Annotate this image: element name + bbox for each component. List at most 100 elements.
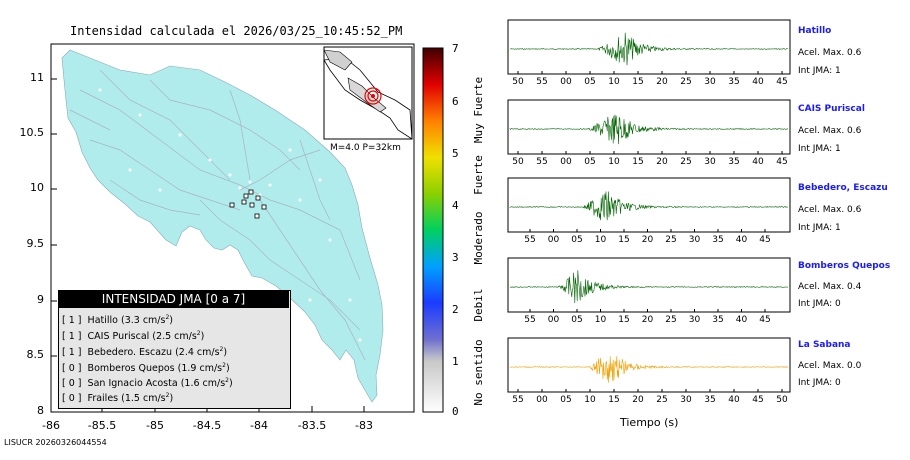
time-tick-label: 10 [594,235,607,245]
time-tick-label: 35 [728,157,740,167]
x-tick: -83 [355,419,373,432]
station-int: Int JMA: 0 [798,299,841,309]
time-tick-label: 00 [547,235,560,245]
time-tick-label: 50 [512,157,524,167]
time-tick-label: 30 [688,235,701,245]
time-tick-label: 35 [712,235,724,245]
x-tick: -84 [250,419,268,432]
station-name: CAIS Puriscal [798,104,865,114]
x-tick: -85.5 [87,419,117,432]
time-tick-label: 35 [728,77,740,87]
time-tick-label: 20 [632,395,644,405]
time-tick-label: 05 [584,77,596,87]
time-tick-label: 55 [536,77,548,87]
y-tick: 8 [37,404,44,417]
costa-rica-shape [61,49,384,403]
time-tick-label: 05 [571,235,583,245]
intensity-legend [58,290,291,409]
time-tick-label: 00 [560,157,572,167]
time-tick-label: 30 [688,315,701,325]
y-tick: 10 [30,181,44,194]
station-name: Bebedero, Escazu [798,183,888,193]
time-tick-label: 00 [547,315,560,325]
time-tick-label: 35 [712,315,724,325]
time-tick-label: 30 [704,77,716,87]
time-tick-label: 20 [656,157,668,167]
page-title: Intensidad calculada el 2026/03/25_10:45… [70,24,403,38]
seismogram-trace [509,356,789,383]
time-tick-label: 20 [641,315,654,325]
station-acel: Acel. Max. 0.4 [798,282,862,292]
station-name: La Sabana [798,340,851,350]
colorbar [422,47,444,413]
x-tick: -83.5 [297,419,327,432]
legend-item: [ 0 ] San Ignacio Acosta (1.6 cm/s2) [62,377,233,390]
x-tick: -86 [42,419,60,432]
colorbar-tick: 3 [452,251,459,264]
time-tick-label: 15 [618,315,630,325]
time-tick-label: 20 [641,235,654,245]
time-tick-label: 25 [665,315,677,325]
seismogram-trace [509,114,789,145]
legend-item: [ 0 ] Frailes (1.5 cm/s2) [62,392,174,405]
station-markers [229,189,267,219]
station-int: Int JMA: 1 [798,223,841,233]
legend-item: [ 1 ] Hatillo (3.3 cm/s2) [62,314,173,327]
station-int: Int JMA: 0 [798,378,841,388]
colorbar-category: Debil [472,288,485,322]
time-tick-label: 10 [594,315,607,325]
seismogram-trace [510,32,788,66]
time-tick-label: 00 [536,395,548,405]
road-network [69,69,366,361]
time-tick-label: 10 [608,77,620,87]
y-tick: 8.5 [26,348,45,361]
y-tick: 9 [37,293,44,306]
time-tick-label: 15 [632,77,644,87]
time-tick-label: 40 [752,157,764,167]
time-tick-label: 55 [524,235,536,245]
time-tick-label: 45 [752,395,764,405]
time-tick-label: 15 [632,157,644,167]
y-tick: 10.5 [19,126,45,139]
colorbar-category: No sentido [472,339,485,406]
time-tick-label: 40 [735,315,748,325]
towns [98,88,362,342]
time-tick-label: 50 [512,77,524,87]
time-axis-label: Tiempo (s) [620,416,679,429]
inset-label: M=4.0 P=32km [330,143,401,153]
time-tick-label: 45 [776,77,788,87]
time-tick-label: 45 [759,315,771,325]
colorbar-tick: 2 [452,303,459,316]
x-tick: -85 [146,419,164,432]
time-tick-label: 40 [728,395,740,405]
colorbar-category: Moderado [472,211,485,265]
time-tick-label: 10 [584,395,596,405]
time-tick-label: 55 [536,157,548,167]
time-tick-label: 30 [680,395,692,405]
station-name: Bomberos Quepos [798,261,891,271]
station-int: Int JMA: 1 [798,66,841,76]
station-int: Int JMA: 1 [798,144,841,154]
time-tick-label: 00 [560,77,572,87]
time-tick-label: 45 [759,235,771,245]
colorbar-tick: 0 [452,405,459,418]
station-acel: Acel. Max. 0.6 [798,48,862,58]
station-acel: Acel. Max. 0.6 [798,126,862,136]
legend-item: [ 1 ] Bebedero. Escazu (2.4 cm/s2) [62,346,228,359]
station-name: Hatillo [798,26,832,36]
time-tick-label: 15 [608,395,620,405]
colorbar-tick: 1 [452,355,459,368]
time-tick-label: 40 [735,235,748,245]
seismogram-frames [507,19,791,393]
time-tick-label: 35 [704,395,716,405]
time-tick-label: 45 [776,157,788,167]
legend-title: INTENSIDAD JMA [0 a 7] [58,290,289,308]
time-tick-label: 55 [524,315,536,325]
time-tick-label: 50 [776,395,788,405]
time-tick-label: 40 [752,77,764,87]
colorbar-tick: 7 [452,42,459,55]
seismogram-trace [509,270,789,304]
time-tick-label: 05 [560,395,572,405]
legend-item: [ 1 ] CAIS Puriscal (2.5 cm/s2) [62,330,205,343]
colorbar-tick: 5 [452,147,459,160]
